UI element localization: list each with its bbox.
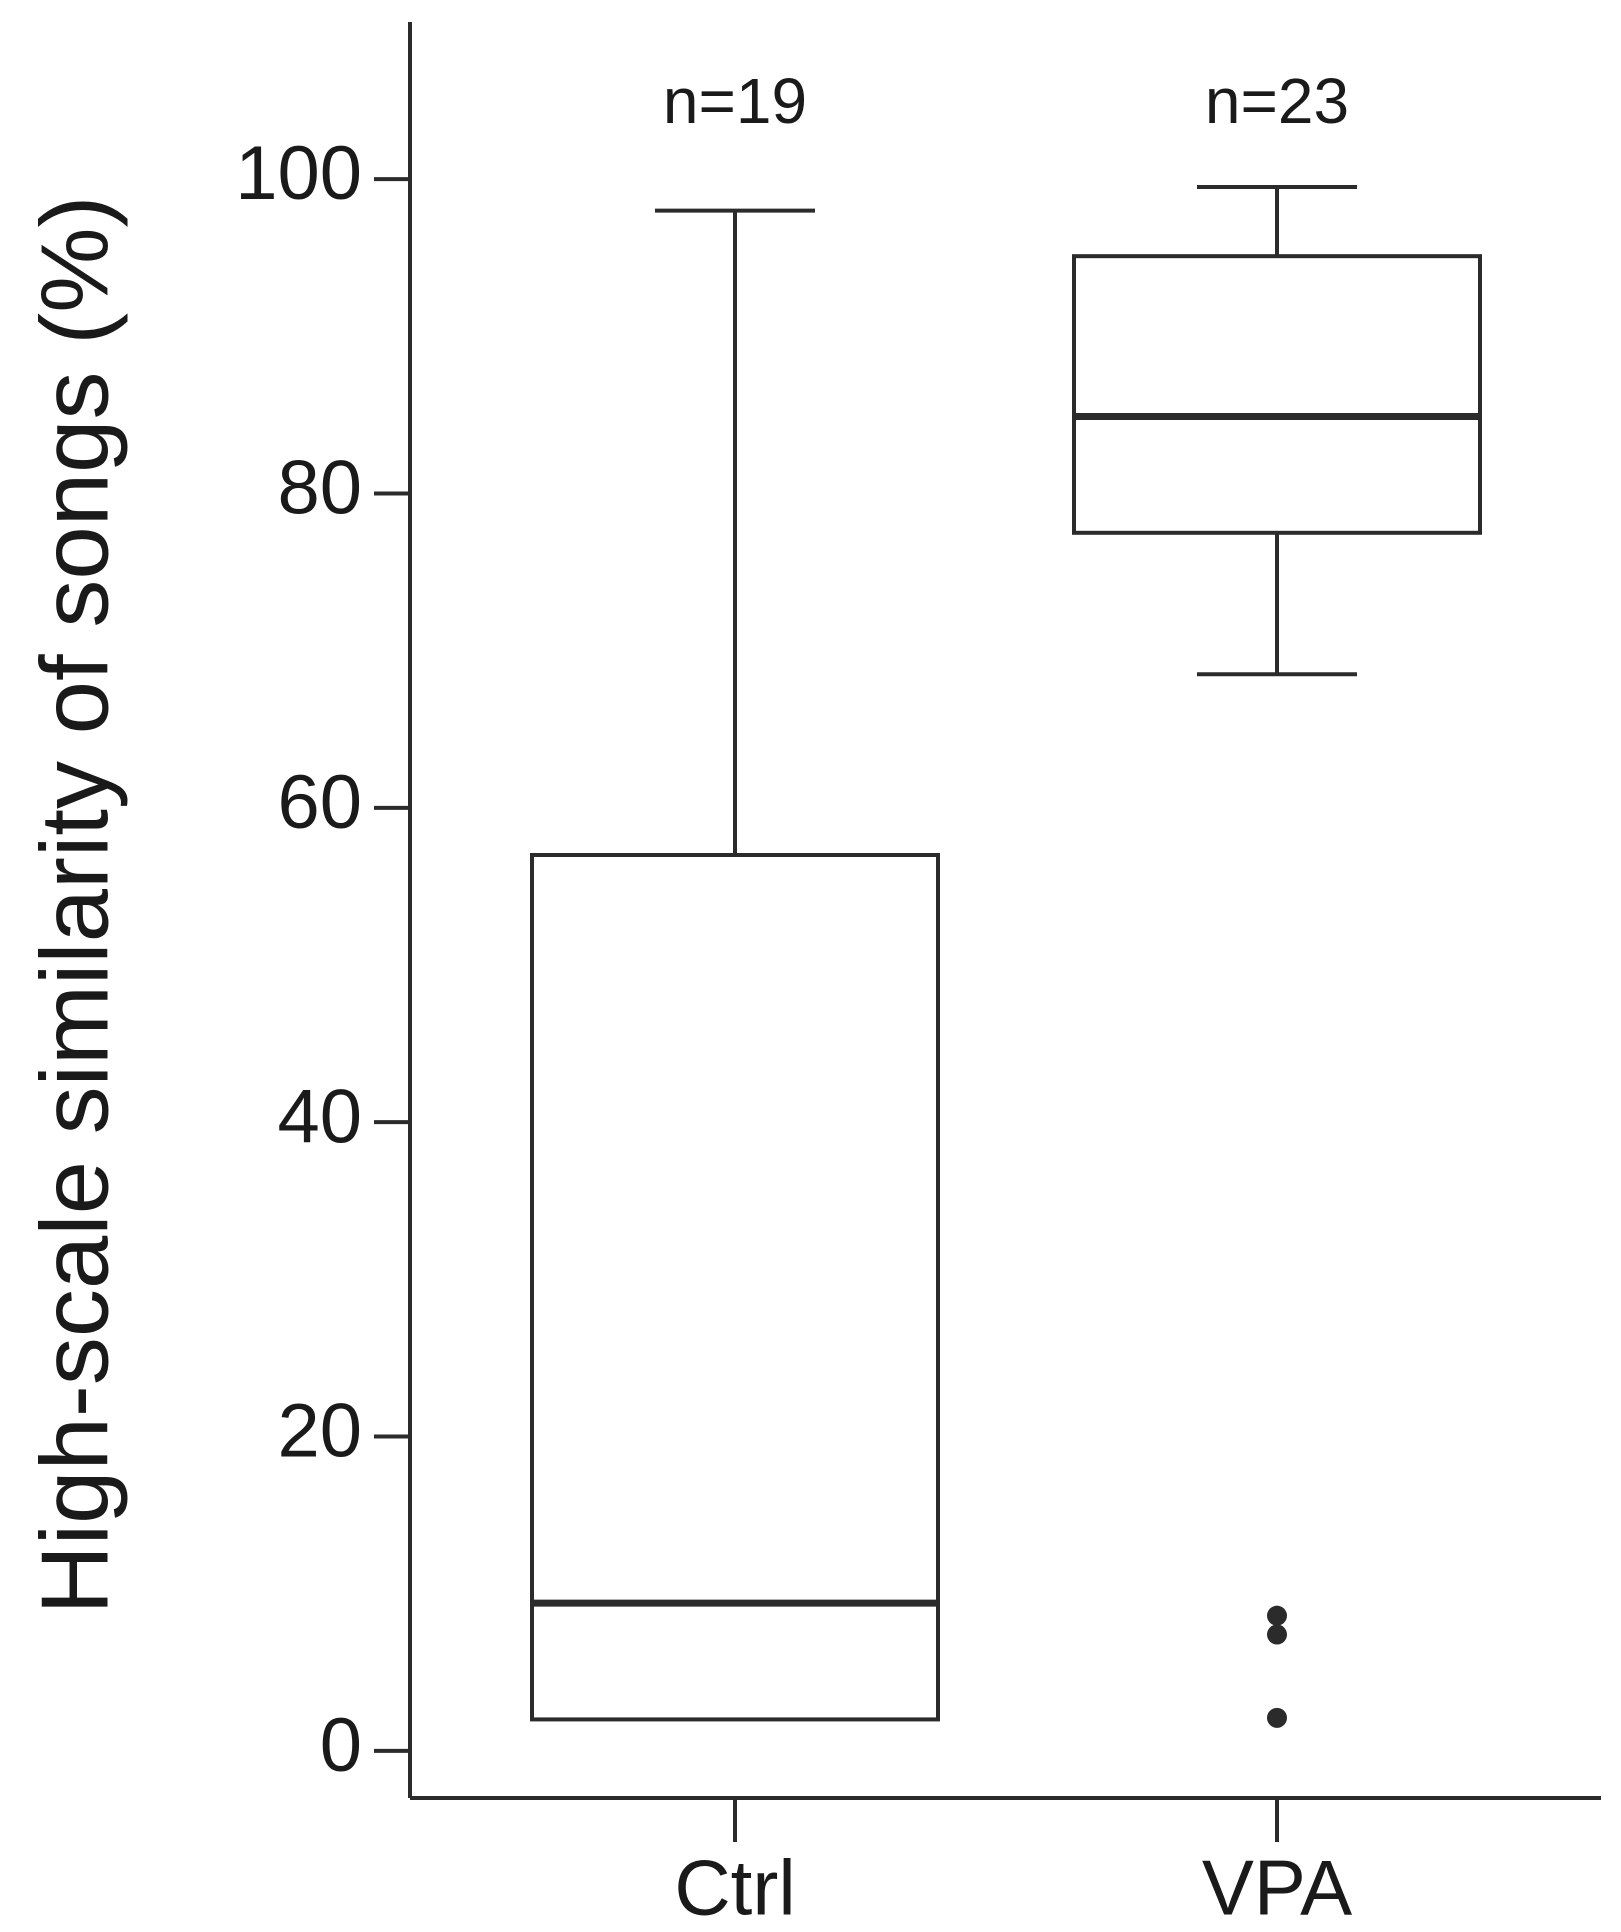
y-axis-label: High-scale similarity of songs (%)	[21, 195, 128, 1614]
y-tick-label: 80	[277, 446, 362, 531]
annotation: n=23	[1205, 65, 1349, 137]
y-tick-label: 60	[277, 760, 362, 845]
box	[1072, 254, 1482, 535]
x-tick-label: VPA	[1202, 1844, 1352, 1932]
outlier	[1267, 1707, 1287, 1728]
outlier	[1267, 1605, 1287, 1626]
y-tick-label: 40	[277, 1074, 362, 1159]
annotation: n=19	[663, 65, 807, 137]
y-tick-label: 20	[277, 1389, 362, 1474]
outlier	[1267, 1624, 1287, 1645]
y-tick-label: 100	[235, 131, 362, 216]
y-tick-label: 0	[320, 1703, 362, 1788]
box	[530, 852, 940, 1722]
x-tick-label: Ctrl	[674, 1844, 795, 1932]
